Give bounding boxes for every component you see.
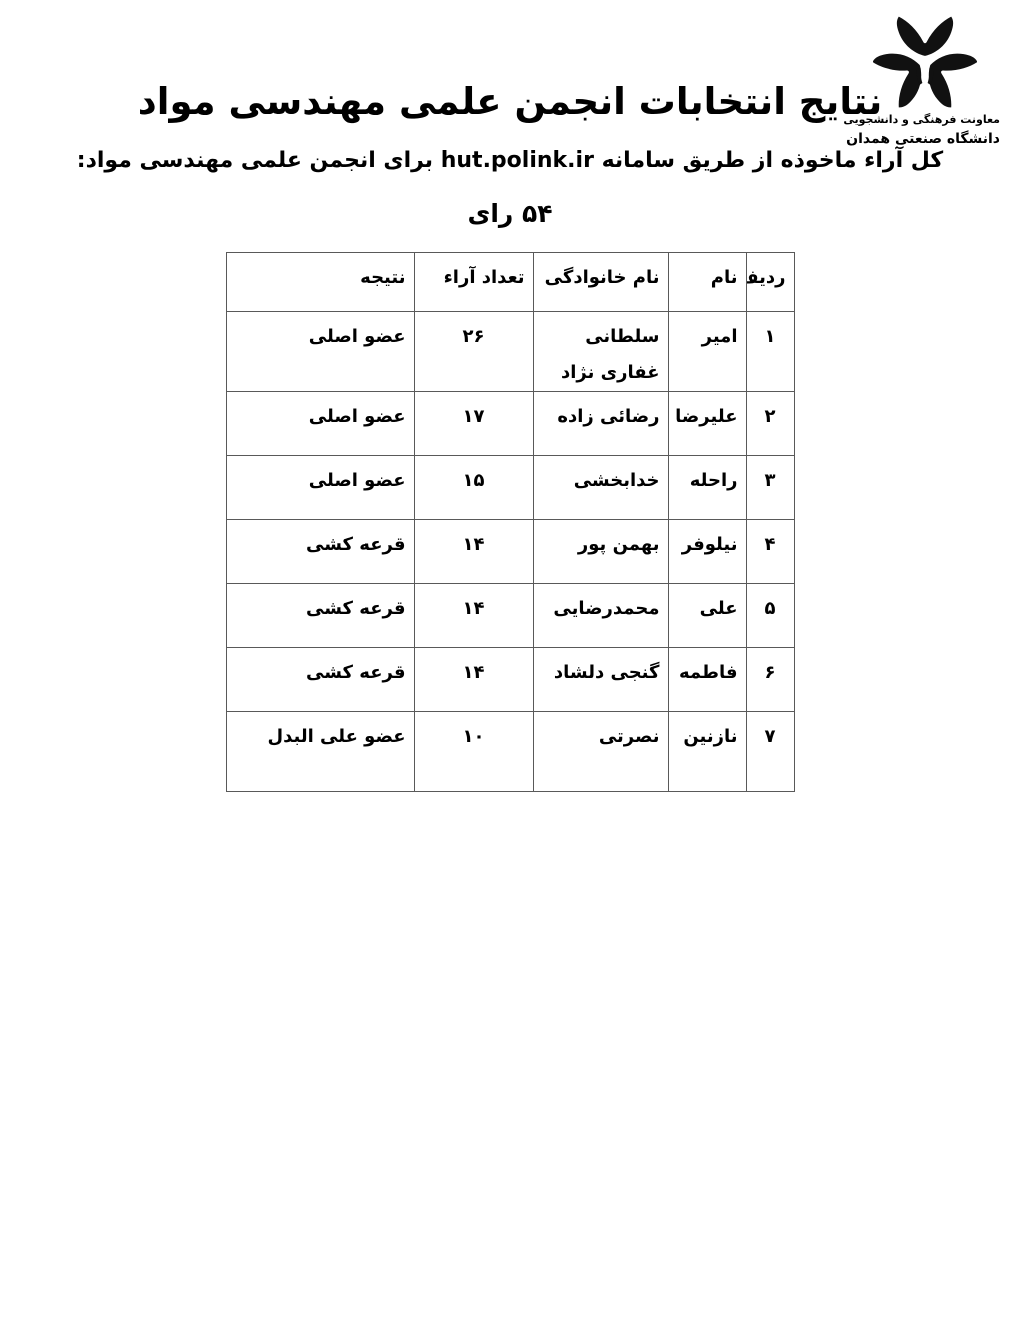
election-results-table: ردیف نام نام خانوادگی تعداد آراء نتیجه ۱… [225,251,795,792]
total-votes-label: ۵۴ رای [467,198,553,228]
cell-name: علی [667,582,747,648]
cell-surname: محمدرضایی [532,582,669,648]
document-content: نتایج انتخابات انجمن علمی مهندسی مواد کل… [76,80,944,792]
header-votes: تعداد آراء [413,251,534,312]
cell-name: نازنین [667,710,747,792]
header-result: نتیجه [225,251,415,312]
table-row: ۷ نازنین نصرتی ۱۰ عضو علی البدل [225,710,795,792]
table-header-row: ردیف نام نام خانوادگی تعداد آراء نتیجه [225,251,795,312]
table-row: ۳ راحله خدابخشی ۱۵ عضو اصلی [225,454,795,520]
cell-radif: ۶ [745,646,795,712]
header-name: نام [667,251,747,312]
page-title: نتایج انتخابات انجمن علمی مهندسی مواد [137,80,883,123]
cell-votes: ۱۷ [413,390,534,456]
cell-votes: ۱۴ [413,646,534,712]
cell-radif: ۱ [745,310,795,392]
cell-radif: ۳ [745,454,795,520]
header-radif: ردیف [745,251,795,312]
header-surname: نام خانوادگی [532,251,669,312]
table-row: ۵ علی محمدرضایی ۱۴ قرعه کشی [225,582,795,648]
table-row: ۲ علیرضا رضائی زاده ۱۷ عضو اصلی [225,390,795,456]
cell-surname: بهمن پور [532,518,669,584]
subtitle-votes-source: کل آراء ماخوذه از طریق سامانه hut.polink… [76,147,944,173]
cell-name: علیرضا [667,390,747,456]
logo-organization-line1: معاونت فرهنگی و دانشجویی [843,113,1000,126]
table-row: ۴ نیلوفر بهمن پور ۱۴ قرعه کشی [225,518,795,584]
cell-radif: ۲ [745,390,795,456]
cell-name: فاطمه [667,646,747,712]
cell-votes: ۲۶ [413,310,534,392]
cell-name: راحله [667,454,747,520]
table-row: ۶ فاطمه گنجی دلشاد ۱۴ قرعه کشی [225,646,795,712]
cell-result: قرعه کشی [225,646,415,712]
cell-surname: خدابخشی [532,454,669,520]
cell-result: عضو علی البدل [225,710,415,792]
cell-surname: گنجی دلشاد [532,646,669,712]
cell-result: عضو اصلی [225,390,415,456]
cell-votes: ۱۵ [413,454,534,520]
cell-result: قرعه کشی [225,518,415,584]
cell-result: عضو اصلی [225,454,415,520]
cell-result: عضو اصلی [225,310,415,392]
cell-surname: نصرتی [532,710,669,792]
table-row: ۱ امیر سلطانی غفاری نژاد ۲۶ عضو اصلی [225,310,795,392]
trefoil-emblem-icon [873,16,977,108]
cell-radif: ۴ [745,518,795,584]
cell-radif: ۵ [745,582,795,648]
cell-name: نیلوفر [667,518,747,584]
cell-votes: ۱۴ [413,582,534,648]
cell-votes: ۱۴ [413,518,534,584]
cell-result: قرعه کشی [225,582,415,648]
cell-name: امیر [667,310,747,392]
university-logo: معاونت فرهنگی و دانشجویی دانشگاه صنعتی ه… [843,14,1000,150]
cell-votes: ۱۰ [413,710,534,792]
cell-radif: ۷ [745,710,795,792]
logo-organization-line2: دانشگاه صنعتی همدان [846,130,1000,147]
cell-surname: رضائی زاده [532,390,669,456]
cell-surname: سلطانی غفاری نژاد [532,310,669,392]
